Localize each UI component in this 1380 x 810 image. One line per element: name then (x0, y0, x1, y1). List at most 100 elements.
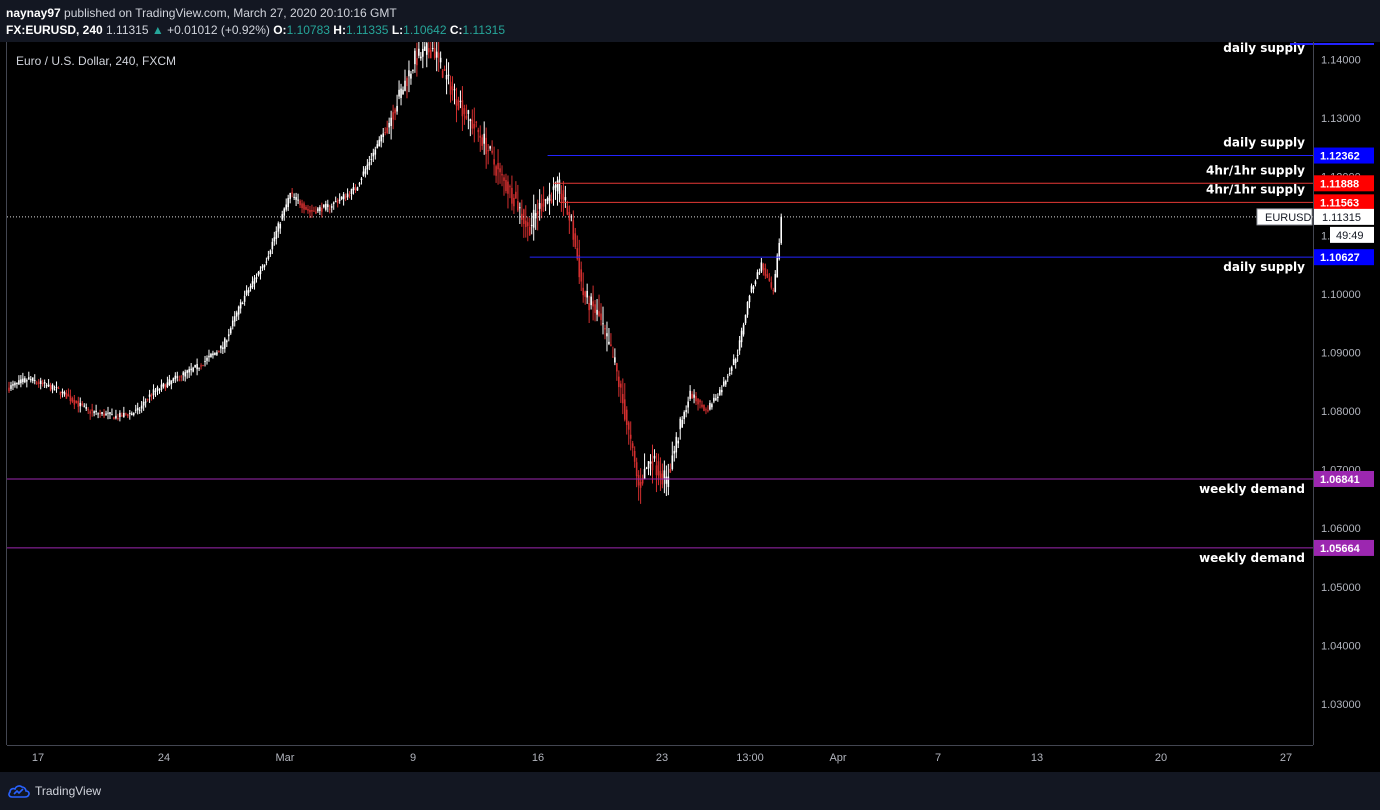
candle-body (65, 393, 68, 399)
candle-body (572, 220, 575, 240)
candle-body (178, 379, 181, 381)
candle-body (87, 409, 89, 411)
candle-body (73, 399, 76, 405)
candle-body (101, 412, 103, 414)
candle-body (196, 364, 198, 370)
candle-body (309, 209, 311, 213)
candle-body (726, 376, 729, 378)
candle-body (420, 56, 422, 59)
candle-body (138, 409, 141, 411)
candle-body (224, 338, 226, 349)
candle-body (148, 394, 151, 397)
candle-body (590, 296, 592, 306)
price-chart[interactable]: daily supply 4hr/1hr supply 4hr/1hr supply… (0, 42, 1380, 772)
candle-body (685, 409, 687, 413)
candle-body (370, 159, 373, 161)
candle-body (18, 380, 20, 385)
candle-body (408, 70, 410, 77)
candle-body (760, 262, 763, 272)
candle-body (742, 324, 745, 335)
published-text: published on TradingView.com, March 27, … (64, 6, 397, 20)
candle-body (461, 100, 464, 117)
zone-price-tag (1314, 175, 1374, 192)
zone-label: daily supply (1223, 136, 1305, 150)
publish-header: naynay97 published on TradingView.com, M… (0, 0, 1380, 42)
current-price-tag-text: 1.11315 (1322, 212, 1361, 224)
countdown-tag-text: 49:49 (1336, 230, 1364, 242)
candle-body (49, 385, 52, 391)
candle-body (552, 186, 555, 190)
author-name[interactable]: naynay97 (6, 6, 61, 20)
candle-body (546, 198, 549, 204)
candle-body (774, 274, 777, 292)
candle-body (394, 109, 396, 114)
candle-body (455, 99, 458, 106)
candle-body (475, 121, 478, 123)
candle-body (360, 178, 363, 180)
tradingview-logo[interactable]: TradingView (8, 784, 101, 798)
candle-body (637, 475, 640, 486)
candle-body (200, 365, 202, 367)
candle-body (91, 409, 93, 411)
time-tick-label: 20 (1155, 752, 1167, 764)
candle-body (663, 470, 666, 479)
candle-body (616, 363, 618, 372)
candle-body (540, 203, 543, 212)
candle-body (748, 295, 751, 303)
candle-body (231, 320, 234, 327)
zone-label: daily supply (1223, 42, 1305, 55)
candle-body (346, 193, 349, 198)
candle-body (220, 345, 222, 349)
candle-body (507, 181, 509, 194)
candle-body (130, 413, 133, 416)
candle-body (606, 333, 608, 337)
time-tick-label: 13 (1031, 752, 1043, 764)
time-tick-label: Mar (276, 752, 295, 764)
candle-body (366, 164, 369, 170)
zone-label: daily supply (1223, 260, 1305, 274)
price-tick-label: 1.09000 (1321, 347, 1361, 359)
candle-body (560, 193, 563, 200)
candle-body (643, 468, 646, 480)
candle-body (497, 163, 499, 170)
candle-body (679, 418, 682, 430)
candle-body (229, 328, 232, 334)
candle-body (214, 352, 216, 355)
change-arrow: ▲ (151, 23, 164, 37)
candle-body (125, 413, 127, 415)
candle-body (291, 192, 293, 194)
candle-body (620, 383, 622, 388)
candle-body (315, 211, 317, 214)
time-axis[interactable]: 17 24 Mar 9 16 23 13:00 Apr 7 13 20 27 (32, 752, 1292, 764)
candle-body (422, 48, 424, 57)
candle-body (293, 196, 295, 198)
candle-body (762, 263, 765, 270)
candle-body (105, 413, 107, 416)
candle-body (71, 398, 74, 402)
candle-body (348, 195, 351, 197)
candle-body (194, 365, 196, 368)
candle-body (722, 381, 725, 386)
candle-body (259, 270, 262, 275)
candle-body (188, 369, 190, 373)
price-tags: 1.12362 1.11888 1.11563 1.10627 1.06841 1.056… (1256, 147, 1374, 556)
candle-body (772, 289, 775, 291)
candle-body (612, 356, 614, 358)
candle-body (538, 202, 541, 209)
candle-body (117, 418, 119, 420)
candle-body (208, 355, 210, 358)
candle-body (709, 402, 711, 410)
candle-body (719, 389, 721, 395)
candle-body (61, 391, 64, 394)
candle-body (701, 404, 703, 407)
candle-body (544, 199, 547, 201)
open-label: O: (273, 23, 287, 37)
candle-body (313, 210, 315, 212)
last-price: 1.11315 (106, 23, 149, 37)
open-value: 1.10783 (286, 23, 330, 37)
candle-body (574, 233, 577, 247)
candle-body (162, 383, 165, 387)
candle-body (287, 198, 289, 208)
candle-body (16, 382, 18, 385)
candle-body (445, 75, 448, 80)
